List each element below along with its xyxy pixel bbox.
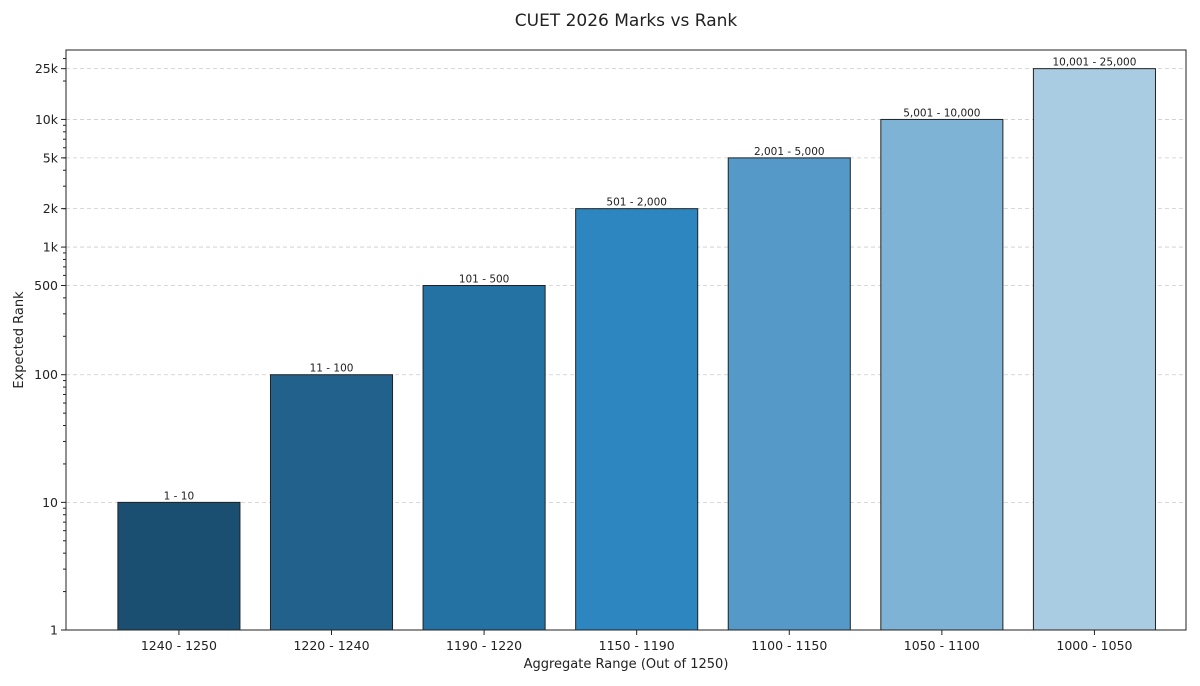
- data-labels: 1 - 10 11 - 100 101 - 500 501 - 2,000 2,001 …: [164, 57, 1137, 503]
- y-tick-label: 1k: [43, 240, 59, 255]
- data-label: 501 - 2,000: [606, 197, 667, 209]
- x-tick-label: 1190 - 1220: [446, 638, 522, 653]
- y-tick-label: 10: [42, 495, 58, 510]
- data-label: 10,001 - 25,000: [1052, 57, 1136, 69]
- y-tick-label: 5k: [43, 150, 59, 165]
- x-tick-label: 1000 - 1050: [1056, 638, 1132, 653]
- data-label: 5,001 - 10,000: [903, 107, 980, 119]
- y-axis-label: Expected Rank: [12, 291, 27, 389]
- data-label: 11 - 100: [310, 363, 354, 375]
- y-axis-ticks: 1 10 100 500 1k 2k 5k 10k 25k: [34, 58, 66, 638]
- y-tick-label: 100: [34, 367, 58, 382]
- bars: [117, 68, 1156, 631]
- bar: [1032, 68, 1156, 631]
- bar: [727, 157, 851, 631]
- bar: [117, 501, 241, 631]
- data-label: 2,001 - 5,000: [754, 146, 825, 158]
- x-tick-label: 1150 - 1190: [599, 638, 675, 653]
- x-tick-label: 1100 - 1150: [751, 638, 827, 653]
- y-tick-label: 25k: [35, 61, 59, 76]
- x-axis-label: Aggregate Range (Out of 1250): [524, 657, 729, 672]
- x-tick-label: 1240 - 1250: [141, 638, 217, 653]
- chart-title: CUET 2026 Marks vs Rank: [515, 11, 738, 31]
- x-tick-label: 1050 - 1100: [904, 638, 980, 653]
- y-tick-label: 2k: [43, 201, 59, 216]
- bar: [422, 285, 546, 631]
- data-label: 1 - 10: [164, 490, 195, 502]
- y-tick-label: 500: [34, 278, 58, 293]
- bar: [880, 118, 1004, 631]
- bar: [269, 374, 394, 631]
- x-tick-label: 1220 - 1240: [293, 638, 369, 653]
- bar: [575, 208, 699, 631]
- plot-frame: [65, 49, 1187, 631]
- y-tick-label: 10k: [35, 112, 59, 127]
- y-tick-label: 1: [50, 623, 58, 638]
- x-axis-ticks: 1240 - 1250 1220 - 1240 1190 - 1220 1150 - …: [141, 630, 1133, 653]
- data-label: 101 - 500: [459, 274, 510, 286]
